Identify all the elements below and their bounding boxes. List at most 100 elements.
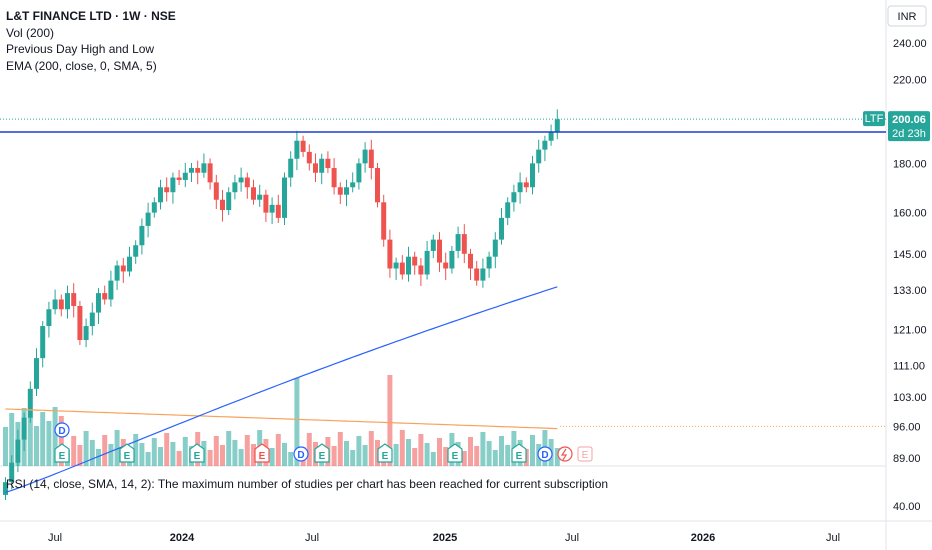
earnings-marker-icon — [314, 443, 330, 463]
legend-pdhl[interactable]: Previous Day High and Low — [6, 42, 155, 56]
volume-bar — [151, 438, 157, 466]
dividend-marker-label: D — [58, 426, 65, 437]
volume-bar — [176, 451, 182, 466]
volume-bar — [288, 452, 294, 466]
candle-body — [437, 239, 442, 263]
candle-body — [83, 326, 89, 341]
volume-bar — [362, 445, 368, 466]
candle-body — [164, 187, 170, 193]
candle-body — [89, 312, 95, 327]
price-tick-10: 96.00 — [893, 421, 921, 433]
time-tick-2: Jul — [305, 532, 319, 544]
candle-body — [381, 202, 387, 240]
candle-body — [387, 239, 393, 269]
candle-body — [406, 256, 411, 275]
candle-body — [300, 140, 306, 152]
earnings-marker-label: E — [259, 451, 266, 462]
volume-bar — [430, 452, 436, 466]
volume-bar — [412, 448, 418, 466]
price-tick-0: 240.00 — [893, 38, 927, 50]
candle-body — [257, 194, 263, 200]
earnings-marker-icon — [511, 443, 527, 463]
candle-body — [15, 439, 21, 463]
price-tick-6: 133.00 — [893, 285, 927, 297]
time-tick-0: Jul — [48, 532, 62, 544]
volume-bar — [145, 452, 151, 466]
candle-body — [344, 187, 349, 195]
earnings-marker-label: E — [516, 451, 523, 462]
earnings-marker-label: E — [452, 451, 459, 462]
candle-body — [275, 204, 281, 218]
candle-body — [40, 326, 46, 359]
volume-bar — [474, 446, 480, 466]
volume-bar — [275, 434, 281, 466]
earnings-marker-icon — [189, 443, 205, 463]
volume-bar — [83, 431, 89, 466]
candle-body — [120, 265, 126, 272]
candle-body — [27, 388, 33, 418]
volume-bar — [554, 448, 560, 466]
earnings-marker-label: E — [382, 451, 389, 462]
candle-body — [282, 177, 287, 218]
candle-body — [356, 163, 362, 183]
candle-body — [176, 177, 182, 180]
candle-body — [263, 194, 269, 213]
volume-bar — [9, 413, 15, 466]
candle-body — [499, 217, 504, 240]
chart-legend: L&T FINANCE LTD · 1W · NSE Vol (200) Pre… — [6, 8, 176, 74]
candle-body — [443, 262, 449, 269]
candle-body — [189, 168, 194, 173]
legend-vol[interactable]: Vol (200) — [6, 25, 55, 40]
volume-series — [3, 375, 560, 466]
candle-body — [313, 163, 318, 173]
candle-body — [158, 187, 163, 203]
candle-body — [511, 192, 517, 203]
volume-bar — [499, 436, 504, 466]
candle-body — [139, 225, 145, 246]
dividend-marker-icon — [54, 422, 70, 438]
candle-body — [375, 168, 380, 203]
volume-bar — [368, 431, 374, 466]
dividend-marker-icon — [293, 446, 309, 462]
volume-bar — [164, 433, 170, 466]
volume-bar — [306, 433, 312, 466]
future-earnings-icon — [577, 446, 593, 462]
volume-bar — [27, 417, 33, 466]
candle-body — [151, 202, 157, 213]
volume-bar — [530, 435, 535, 466]
volume-bar — [182, 437, 188, 466]
volume-bar — [480, 432, 486, 466]
candle-body — [418, 265, 424, 275]
price-tick-11: 89.00 — [893, 453, 921, 465]
candle-body — [46, 309, 52, 327]
legend-ema[interactable]: EMA (200, close, 0, SMA, 5) — [6, 58, 157, 73]
time-tick-1: 2024 — [170, 532, 195, 544]
rsi-message: RSI (14, close, SMA, 14, 2): The maximum… — [6, 477, 609, 491]
candle-body — [133, 245, 139, 257]
volume-bar — [468, 437, 473, 466]
volume-bar — [71, 436, 77, 466]
candle-body — [65, 293, 70, 310]
candle-body — [182, 172, 188, 180]
candle-body — [523, 182, 529, 188]
volume-bar — [170, 442, 176, 466]
volume-bar — [251, 444, 256, 466]
volume-bar — [492, 450, 498, 466]
candle-body — [455, 234, 461, 251]
volume-bar — [344, 441, 349, 466]
price-tick-7: 121.00 — [893, 325, 927, 337]
candle-body — [288, 158, 294, 178]
candle-body — [9, 462, 15, 483]
volume-bar — [406, 439, 411, 466]
candle-body — [393, 262, 399, 269]
symbol-title[interactable]: L&T FINANCE LTD · 1W · NSE — [6, 9, 176, 23]
volume-bar — [331, 446, 337, 466]
candle-body — [474, 268, 480, 281]
price-tag-box — [888, 111, 930, 142]
volume-bar — [437, 438, 442, 466]
candle-body — [238, 177, 244, 183]
candle-series — [3, 109, 560, 500]
candle-body — [3, 482, 8, 495]
volume-bar — [40, 412, 46, 466]
